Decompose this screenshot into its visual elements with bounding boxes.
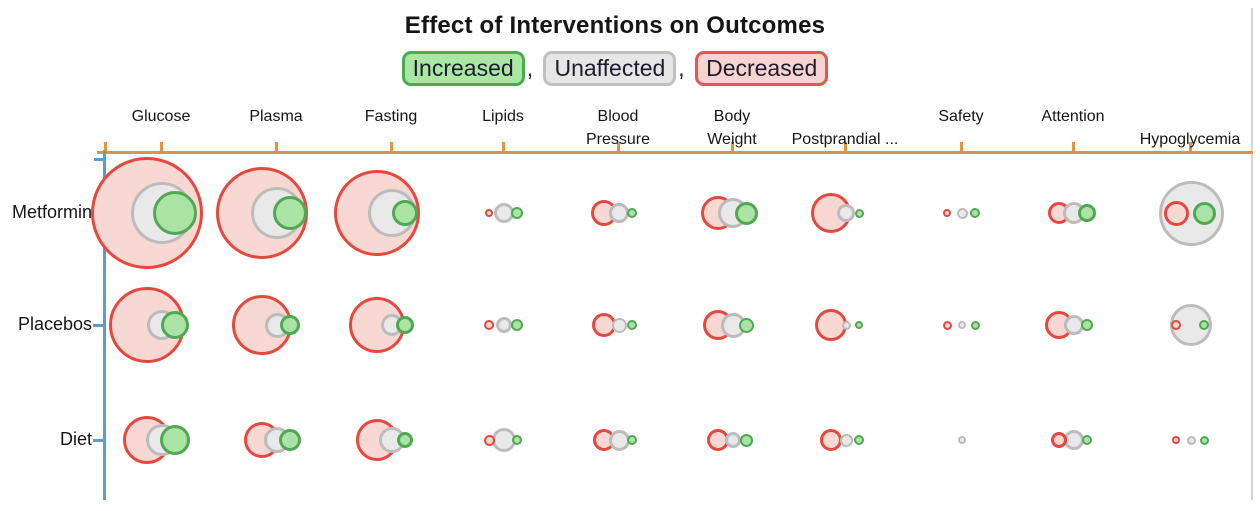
bubble-metformin-body-weight-increased bbox=[734, 201, 758, 225]
column-label-hypoglycemia: Hypoglycemia bbox=[1139, 131, 1241, 148]
bubble-placebos-lipids-unaffected bbox=[496, 317, 512, 333]
bubble-diet-body-weight-increased bbox=[739, 433, 753, 447]
bubble-metformin-postprandial-increased bbox=[854, 208, 864, 218]
bubble-placebos-lipids-increased bbox=[511, 319, 523, 331]
legend-unaffected: Unaffected bbox=[543, 51, 677, 86]
x-axis-tick-lipids bbox=[501, 142, 505, 151]
bubble-diet-lipids-increased bbox=[512, 435, 522, 445]
x-axis-tick-blood-pressure bbox=[616, 142, 620, 151]
x-axis-tick-safety bbox=[959, 142, 963, 151]
y-axis-top-tick bbox=[94, 158, 103, 161]
x-axis-tick-attention bbox=[1071, 142, 1075, 151]
bubble-diet-postprandial-unaffected bbox=[839, 433, 853, 447]
bubble-metformin-safety-unaffected bbox=[956, 207, 968, 219]
x-axis-origin-tick bbox=[104, 142, 107, 151]
bubble-metformin-fasting-increased bbox=[392, 200, 418, 226]
column-label-plasma: Plasma bbox=[249, 108, 303, 125]
bubble-placebos-body-weight-increased bbox=[738, 317, 754, 333]
x-axis bbox=[97, 151, 1253, 154]
y-axis bbox=[103, 150, 106, 500]
bubble-diet-attention-decreased bbox=[1051, 432, 1067, 448]
bubble-placebos-glucose-increased bbox=[161, 311, 189, 339]
row-label-metformin: Metformin bbox=[11, 202, 92, 222]
bubble-metformin-fasting-decreased bbox=[334, 170, 420, 256]
bubble-metformin-postprandial-unaffected bbox=[837, 204, 855, 222]
bubble-diet-lipids-decreased bbox=[483, 434, 495, 446]
plot-right-border bbox=[1251, 8, 1253, 500]
bubble-diet-blood-pressure-increased bbox=[627, 435, 637, 445]
bubble-diet-plasma-increased bbox=[279, 429, 301, 451]
y-axis-tick-placebos bbox=[93, 323, 103, 327]
bubble-metformin-plasma-increased bbox=[273, 196, 307, 230]
bubble-diet-hypoglycemia-unaffected bbox=[1186, 435, 1196, 445]
bubble-diet-postprandial-decreased bbox=[820, 429, 842, 451]
column-label-attention: Attention bbox=[1041, 108, 1105, 125]
bubble-metformin-blood-pressure-unaffected bbox=[609, 203, 629, 223]
row-label-placebos: Placebos bbox=[17, 314, 92, 334]
column-label-glucose: Glucose bbox=[131, 108, 191, 125]
legend-separator: , bbox=[526, 55, 534, 81]
bubble-metformin-safety-increased bbox=[970, 208, 980, 218]
x-axis-tick-fasting bbox=[389, 142, 393, 151]
bubble-placebos-blood-pressure-increased bbox=[627, 320, 637, 330]
bubble-placebos-attention-increased bbox=[1081, 319, 1093, 331]
bubble-diet-body-weight-unaffected bbox=[725, 432, 741, 448]
bubble-diet-attention-unaffected bbox=[1064, 430, 1084, 450]
bubble-metformin-lipids-decreased bbox=[485, 209, 493, 217]
bubble-placebos-fasting-increased bbox=[396, 316, 414, 334]
bubble-diet-attention-increased bbox=[1082, 435, 1092, 445]
bubble-placebos-postprandial-increased bbox=[855, 321, 863, 329]
bubble-metformin-safety-decreased bbox=[943, 209, 951, 217]
bubble-diet-hypoglycemia-decreased bbox=[1172, 436, 1180, 444]
row-label-diet: Diet bbox=[59, 429, 92, 449]
legend-decreased: Decreased bbox=[695, 51, 829, 86]
column-label-blood-pressure: Blood Pressure bbox=[585, 108, 651, 148]
column-label-fasting: Fasting bbox=[364, 108, 418, 125]
legend-increased: Increased bbox=[401, 51, 525, 86]
bubble-diet-postprandial-increased bbox=[854, 435, 864, 445]
column-label-lipids: Lipids bbox=[482, 108, 524, 125]
column-label-postprandial: Postprandial ... bbox=[791, 131, 899, 148]
bubble-placebos-safety-increased bbox=[970, 320, 980, 330]
bubble-diet-glucose-increased bbox=[160, 425, 190, 455]
bubble-placebos-hypoglycemia-decreased bbox=[1171, 320, 1181, 330]
bubble-placebos-lipids-decreased bbox=[484, 320, 494, 330]
x-axis-tick-postprandial bbox=[843, 142, 847, 151]
bubble-metformin-glucose-increased bbox=[153, 191, 197, 235]
y-axis-tick-diet bbox=[93, 438, 103, 442]
bubble-placebos-postprandial-unaffected bbox=[841, 320, 851, 330]
x-axis-tick-plasma bbox=[274, 142, 278, 151]
bubble-metformin-hypoglycemia-decreased bbox=[1163, 200, 1189, 226]
bubble-placebos-blood-pressure-unaffected bbox=[611, 317, 627, 333]
bubble-diet-hypoglycemia-increased bbox=[1199, 435, 1209, 445]
chart-title: Effect of Interventions on Outcomes bbox=[404, 12, 826, 39]
chart-legend: Increased, Unaffected, Decreased bbox=[0, 51, 1230, 86]
bubble-metformin-attention-increased bbox=[1078, 204, 1096, 222]
x-axis-tick-hypoglycemia bbox=[1188, 142, 1192, 151]
legend-separator: , bbox=[678, 55, 685, 81]
bubble-placebos-plasma-decreased bbox=[232, 295, 292, 355]
bubble-diet-safety-unaffected bbox=[958, 436, 966, 444]
bubble-metformin-lipids-increased bbox=[511, 207, 523, 219]
x-axis-tick-glucose bbox=[159, 142, 163, 151]
bubble-placebos-plasma-increased bbox=[280, 315, 300, 335]
bubble-metformin-blood-pressure-increased bbox=[627, 208, 637, 218]
bubble-metformin-hypoglycemia-increased bbox=[1192, 201, 1216, 225]
bubble-placebos-hypoglycemia-increased bbox=[1199, 320, 1209, 330]
bubble-placebos-safety-decreased bbox=[942, 320, 952, 330]
bubble-placebos-safety-unaffected bbox=[958, 321, 966, 329]
column-label-body-weight: Body Weight bbox=[707, 108, 757, 148]
bubble-diet-fasting-increased bbox=[397, 432, 413, 448]
column-label-safety: Safety bbox=[938, 108, 984, 125]
x-axis-tick-body-weight bbox=[730, 142, 734, 151]
